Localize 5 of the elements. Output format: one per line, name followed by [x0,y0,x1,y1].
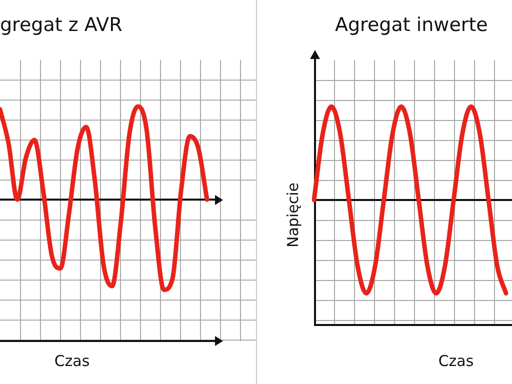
x-axis-title: Czas [54,352,90,370]
chart-title: gregat z AVR [0,14,122,36]
x-axis-title: Czas [438,352,474,370]
chart-title: Agregat inwerte [335,14,488,36]
y-axis-title: Napięcie [284,182,302,248]
